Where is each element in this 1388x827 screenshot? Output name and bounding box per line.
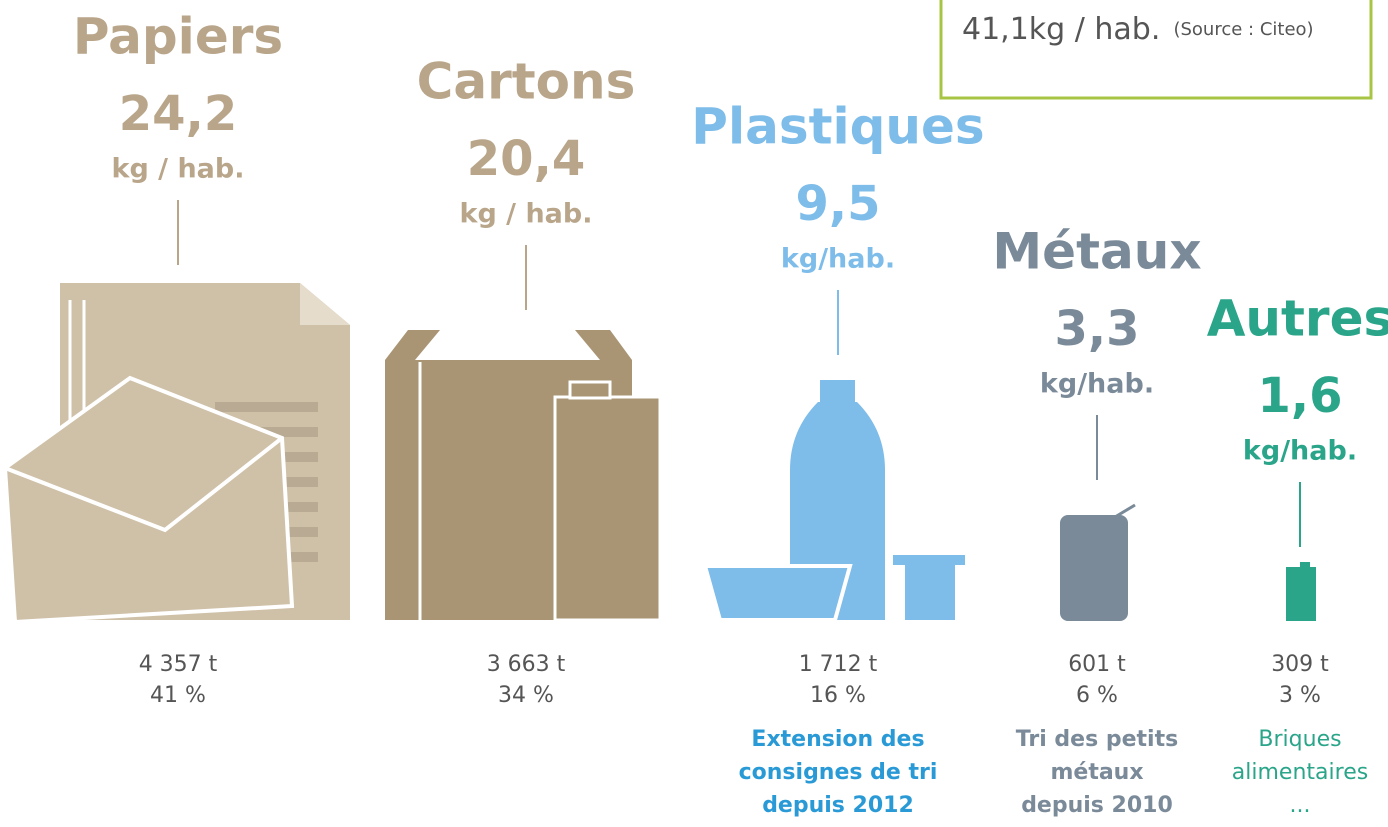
share: 3 % xyxy=(1279,683,1321,708)
summary-box xyxy=(939,0,1373,100)
note: Tri des petits xyxy=(1016,727,1178,752)
share: 16 % xyxy=(810,683,866,708)
material-name: Cartons xyxy=(417,53,636,111)
material-name: Plastiques xyxy=(691,98,984,156)
summary-total: 41,1kg / hab. xyxy=(962,12,1160,47)
metal-icon xyxy=(1060,503,1136,621)
material-value: 1,6 xyxy=(1257,368,1342,424)
material-name: Autres xyxy=(1207,290,1388,348)
note: depuis 2012 xyxy=(762,793,914,818)
note: métaux xyxy=(1050,760,1143,785)
tonnage: 309 t xyxy=(1271,652,1329,677)
material-value: 20,4 xyxy=(467,131,585,187)
tonnage: 4 357 t xyxy=(139,652,218,677)
note: depuis 2010 xyxy=(1021,793,1173,818)
other-icon xyxy=(1286,562,1316,621)
share: 6 % xyxy=(1076,683,1118,708)
note: ... xyxy=(1290,793,1311,818)
tonnage: 1 712 t xyxy=(799,652,878,677)
tonnage: 601 t xyxy=(1068,652,1126,677)
material-unit: kg / hab. xyxy=(460,199,593,230)
summary-source: (Source : Citeo) xyxy=(1173,19,1313,40)
tonnage: 3 663 t xyxy=(487,652,566,677)
note: alimentaires xyxy=(1232,760,1368,785)
material-unit: kg/hab. xyxy=(1243,436,1357,467)
note: consignes de tri xyxy=(739,760,938,785)
note: Extension des xyxy=(751,727,924,752)
material-name: Papiers xyxy=(73,8,283,66)
carton-icon xyxy=(385,330,662,622)
material-value: 3,3 xyxy=(1054,301,1139,357)
share: 34 % xyxy=(498,683,554,708)
material-name: Métaux xyxy=(992,223,1201,281)
summary: 41,1kg / hab. (Source : Citeo) xyxy=(962,12,1314,47)
material-value: 24,2 xyxy=(119,86,237,142)
plastic-icon xyxy=(702,380,965,622)
material-unit: kg / hab. xyxy=(112,154,245,185)
material-value: 9,5 xyxy=(795,176,880,232)
note: Briques xyxy=(1258,727,1341,752)
material-unit: kg/hab. xyxy=(781,244,895,275)
material-unit: kg/hab. xyxy=(1040,369,1154,400)
share: 41 % xyxy=(150,683,206,708)
paper-icon xyxy=(2,283,350,625)
